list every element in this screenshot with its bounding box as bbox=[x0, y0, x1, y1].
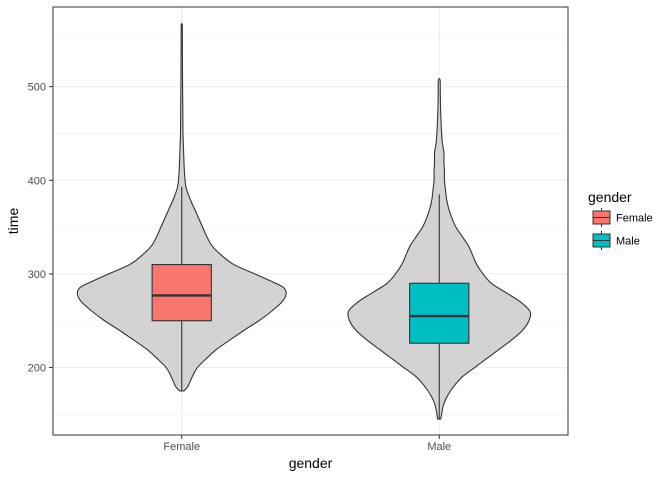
legend: gender Female Male bbox=[588, 189, 653, 250]
box-iqr bbox=[409, 282, 470, 344]
legend-key-male bbox=[592, 231, 611, 250]
legend-title: gender bbox=[588, 189, 632, 205]
x-axis-title: gender bbox=[289, 455, 333, 471]
y-tick-label: 200 bbox=[28, 363, 46, 375]
boxplot-female bbox=[151, 186, 212, 391]
panel-background bbox=[53, 7, 568, 435]
legend-label-female: Female bbox=[616, 213, 653, 225]
legend-label-male: Male bbox=[616, 236, 640, 248]
box-layer bbox=[151, 186, 470, 420]
y-axis-title: time bbox=[5, 208, 21, 235]
boxplot-male bbox=[409, 194, 470, 420]
legend-key-female bbox=[592, 208, 611, 227]
x-axis: Female Male bbox=[163, 435, 451, 453]
y-axis: 200 300 400 500 bbox=[28, 82, 53, 375]
y-tick-label: 500 bbox=[28, 82, 46, 94]
y-tick-label: 300 bbox=[28, 269, 46, 281]
grid-layer bbox=[53, 7, 568, 435]
x-tick-label: Male bbox=[427, 441, 451, 453]
y-tick-label: 400 bbox=[28, 175, 46, 187]
box-iqr bbox=[151, 263, 212, 322]
panel-border bbox=[52, 6, 569, 436]
x-tick-label: Female bbox=[163, 441, 200, 453]
